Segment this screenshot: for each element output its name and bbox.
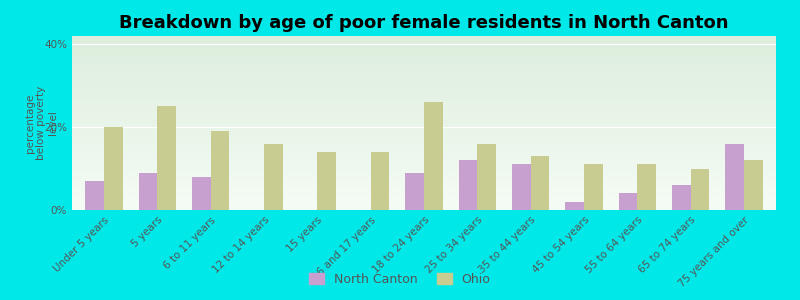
Bar [690,169,710,210]
Bar [264,144,282,210]
Bar [726,144,744,210]
Bar [210,131,230,210]
Title: Breakdown by age of poor female residents in North Canton: Breakdown by age of poor female resident… [119,14,729,32]
Legend: North Canton, Ohio: North Canton, Ohio [304,268,496,291]
Bar [318,152,336,210]
Bar [104,127,122,210]
Bar [512,164,530,210]
Y-axis label: percentage
below poverty
level: percentage below poverty level [25,86,58,160]
Bar [744,160,762,210]
Bar [618,194,638,210]
Bar [158,106,176,210]
Bar [138,173,158,210]
Bar [370,152,390,210]
Bar [424,102,442,210]
Bar [566,202,584,210]
Bar [478,144,496,210]
Bar [638,164,656,210]
Bar [672,185,690,210]
Bar [458,160,478,210]
Bar [530,156,550,210]
Bar [584,164,602,210]
Bar [406,173,424,210]
Bar [86,181,104,210]
Bar [192,177,210,210]
